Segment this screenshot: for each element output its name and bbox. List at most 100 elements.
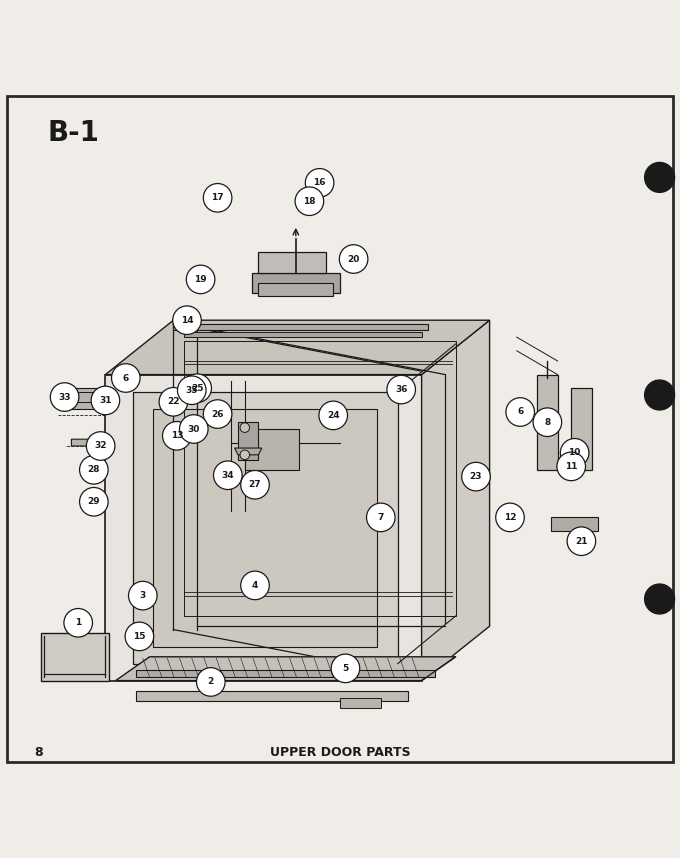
Circle shape — [112, 364, 140, 392]
Circle shape — [183, 374, 211, 402]
Text: 15: 15 — [133, 631, 146, 641]
Text: 5: 5 — [342, 664, 349, 673]
Text: 8: 8 — [34, 746, 43, 758]
Circle shape — [80, 487, 108, 516]
Circle shape — [560, 438, 589, 467]
Polygon shape — [235, 448, 262, 455]
Text: 23: 23 — [470, 472, 482, 481]
Text: 29: 29 — [88, 498, 100, 506]
Circle shape — [197, 668, 225, 696]
Text: 36: 36 — [395, 385, 407, 394]
Circle shape — [506, 398, 534, 426]
Text: 2: 2 — [207, 678, 214, 686]
Text: 13: 13 — [171, 432, 183, 440]
Text: 25: 25 — [191, 384, 203, 393]
Polygon shape — [105, 320, 490, 375]
Text: 22: 22 — [167, 397, 180, 407]
Polygon shape — [41, 633, 109, 680]
Circle shape — [645, 380, 675, 410]
Circle shape — [173, 306, 201, 335]
Circle shape — [496, 503, 524, 532]
Text: 19: 19 — [194, 275, 207, 284]
Polygon shape — [245, 429, 299, 470]
Text: 26: 26 — [211, 409, 224, 419]
Text: 32: 32 — [95, 442, 107, 450]
Polygon shape — [537, 375, 558, 470]
Polygon shape — [258, 283, 333, 296]
Text: 35: 35 — [186, 386, 198, 395]
Text: 6: 6 — [517, 408, 524, 416]
Polygon shape — [133, 391, 398, 663]
Text: 8: 8 — [544, 418, 551, 426]
Text: 16: 16 — [313, 178, 326, 187]
Circle shape — [241, 470, 269, 499]
Text: 20: 20 — [347, 255, 360, 263]
Polygon shape — [252, 273, 340, 293]
Text: 28: 28 — [88, 465, 100, 474]
Polygon shape — [61, 388, 109, 408]
Polygon shape — [173, 323, 428, 330]
Text: 27: 27 — [249, 480, 261, 489]
Circle shape — [367, 503, 395, 532]
Text: 17: 17 — [211, 193, 224, 202]
Circle shape — [163, 421, 191, 450]
Circle shape — [339, 245, 368, 274]
Text: 34: 34 — [222, 471, 234, 480]
Circle shape — [203, 184, 232, 212]
Polygon shape — [571, 388, 592, 470]
Polygon shape — [258, 252, 326, 273]
Text: B-1: B-1 — [48, 119, 99, 148]
Circle shape — [331, 654, 360, 683]
Circle shape — [159, 388, 188, 416]
Text: 10: 10 — [568, 448, 581, 457]
Circle shape — [177, 376, 206, 404]
Polygon shape — [136, 691, 408, 701]
Text: 33: 33 — [58, 393, 71, 402]
Circle shape — [533, 408, 562, 437]
Text: 11: 11 — [565, 462, 577, 471]
Circle shape — [64, 608, 92, 637]
Polygon shape — [136, 670, 435, 677]
Circle shape — [50, 383, 79, 411]
Circle shape — [129, 582, 157, 610]
Circle shape — [186, 265, 215, 293]
Circle shape — [180, 414, 208, 444]
Circle shape — [240, 423, 250, 432]
Polygon shape — [105, 375, 422, 680]
Polygon shape — [153, 408, 377, 647]
Circle shape — [295, 187, 324, 215]
Circle shape — [214, 461, 242, 490]
Circle shape — [125, 622, 154, 650]
Text: 18: 18 — [303, 196, 316, 206]
Polygon shape — [184, 332, 422, 337]
Polygon shape — [116, 657, 456, 680]
Circle shape — [241, 571, 269, 600]
Polygon shape — [551, 517, 598, 531]
Circle shape — [305, 168, 334, 197]
Circle shape — [86, 432, 115, 460]
Text: 3: 3 — [139, 591, 146, 600]
Text: 14: 14 — [181, 316, 193, 324]
Circle shape — [462, 462, 490, 491]
Text: UPPER DOOR PARTS: UPPER DOOR PARTS — [270, 746, 410, 758]
Polygon shape — [422, 320, 490, 680]
Circle shape — [203, 400, 232, 428]
Text: 24: 24 — [327, 411, 339, 420]
Circle shape — [240, 450, 250, 460]
Text: 4: 4 — [252, 581, 258, 590]
Circle shape — [567, 527, 596, 555]
Text: 21: 21 — [575, 537, 588, 546]
Circle shape — [319, 402, 347, 430]
Text: 31: 31 — [99, 396, 112, 405]
Polygon shape — [71, 439, 112, 446]
Text: 7: 7 — [377, 513, 384, 522]
Circle shape — [645, 162, 675, 192]
Circle shape — [557, 452, 585, 480]
Polygon shape — [238, 422, 258, 460]
Circle shape — [91, 386, 120, 414]
Circle shape — [387, 375, 415, 404]
Text: 30: 30 — [188, 425, 200, 433]
Text: 12: 12 — [504, 513, 516, 522]
Circle shape — [645, 584, 675, 614]
Text: 6: 6 — [122, 373, 129, 383]
